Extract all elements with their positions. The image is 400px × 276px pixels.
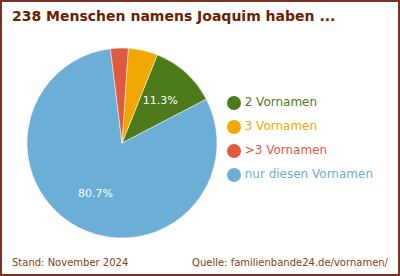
html-text:Stand: November 2024: Stand: November 2024 bbox=[12, 257, 129, 268]
html-text:>3 Vornamen: >3 Vornamen bbox=[244, 143, 328, 157]
svg-text:80.7%: 80.7% bbox=[78, 187, 113, 200]
html-text:3 Vornamen: 3 Vornamen bbox=[244, 119, 318, 133]
html-text:nur diesen Vornamen: nur diesen Vornamen bbox=[244, 167, 373, 181]
html-text:238 Menschen namens Joaquim ha: 238 Menschen namens Joaquim haben ... bbox=[12, 8, 336, 24]
html-text:Quelle: familienbande24.de/vor: Quelle: familienbande24.de/vornamen/ bbox=[192, 257, 388, 268]
html-text:2 Vornamen: 2 Vornamen bbox=[244, 95, 318, 109]
svg-text:11.3%: 11.3% bbox=[143, 94, 178, 107]
